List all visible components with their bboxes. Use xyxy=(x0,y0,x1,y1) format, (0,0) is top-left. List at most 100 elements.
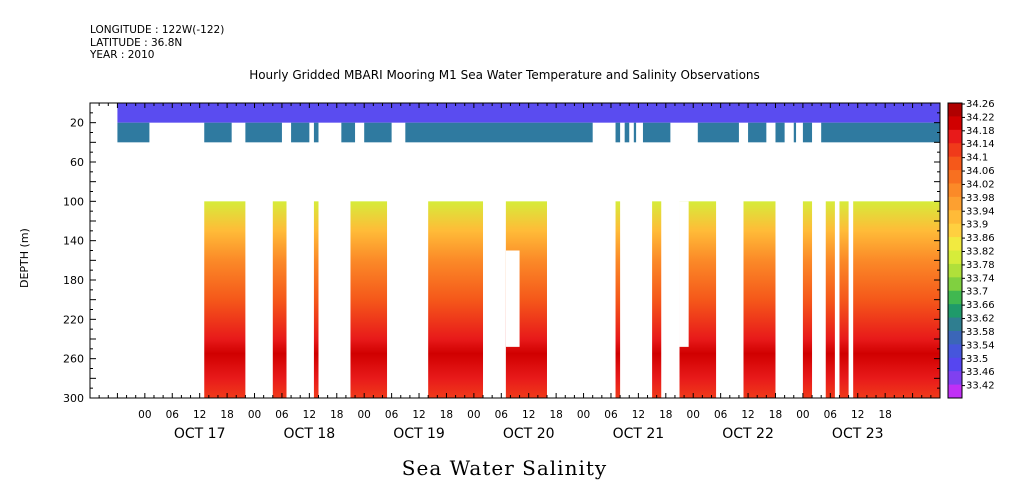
colorbar-swatch xyxy=(948,143,962,158)
mid-band-segment xyxy=(313,122,319,143)
mid-band-segment xyxy=(633,122,637,143)
deep-column-segment xyxy=(350,201,388,398)
mid-band-segment xyxy=(624,122,630,143)
colorbar-label: 34.18 xyxy=(966,126,995,137)
colorbar-label: 33.54 xyxy=(966,340,995,351)
x-hour-label: 18 xyxy=(659,409,672,421)
x-hour-label: 06 xyxy=(385,409,399,421)
colorbar-label: 33.98 xyxy=(966,193,995,204)
colorbar-label: 33.5 xyxy=(966,354,988,365)
mid-band-segment xyxy=(821,122,940,143)
x-hour-label: 00 xyxy=(467,409,480,421)
x-hour-label: 06 xyxy=(824,409,838,421)
missing-data-notch xyxy=(679,201,689,347)
x-hour-label: 12 xyxy=(412,409,425,421)
colorbar-label: 33.58 xyxy=(966,327,995,338)
colorbar-label: 33.9 xyxy=(966,220,988,231)
y-tick-label: 300 xyxy=(63,392,84,405)
colorbar-swatch xyxy=(948,290,962,305)
colorbar-swatch xyxy=(948,103,962,117)
deep-column-segment xyxy=(204,201,246,398)
colorbar-label: 33.74 xyxy=(966,273,995,284)
y-tick-label: 100 xyxy=(63,195,84,208)
deep-column-segment xyxy=(853,201,940,398)
mid-band-segment xyxy=(291,122,310,143)
colorbar-label: 34.22 xyxy=(966,112,995,123)
x-hour-label: 06 xyxy=(714,409,728,421)
x-hour-label: 06 xyxy=(604,409,618,421)
deep-column-segment xyxy=(743,201,776,398)
deep-column-segment xyxy=(652,201,662,398)
x-day-label: OCT 20 xyxy=(503,426,555,442)
colorbar-label: 34.14 xyxy=(966,139,995,150)
mid-band-segment xyxy=(341,122,356,143)
longitude-text: LONGITUDE : 122W(-122) xyxy=(90,24,225,36)
x-hour-label: 00 xyxy=(358,409,371,421)
colorbar-label: 33.7 xyxy=(966,287,988,298)
mid-band-segment xyxy=(364,122,392,143)
x-hour-label: 00 xyxy=(687,409,700,421)
x-hour-label: 18 xyxy=(769,409,782,421)
colorbar-swatch xyxy=(948,317,962,332)
y-tick-label: 260 xyxy=(63,353,84,366)
deep-column-segment xyxy=(313,201,319,398)
colorbar-frame xyxy=(947,102,963,399)
deep-column-segment xyxy=(615,201,621,398)
y-tick-label: 180 xyxy=(63,274,84,287)
deep-column-segment xyxy=(839,201,849,398)
x-hour-label: 12 xyxy=(522,409,535,421)
latitude-text: LATITUDE : 36.8N xyxy=(90,36,183,49)
mid-band-segment xyxy=(793,122,797,143)
colorbar-swatch xyxy=(948,384,962,399)
deep-column-segment xyxy=(428,201,484,398)
colorbar-label: 33.62 xyxy=(966,314,995,325)
mid-band-segment xyxy=(697,122,739,143)
x-day-label: OCT 22 xyxy=(722,426,774,442)
x-hour-label: 00 xyxy=(796,409,809,421)
colorbar-label: 34.02 xyxy=(966,179,995,190)
colorbar-label: 34.1 xyxy=(966,153,988,164)
colorbar-swatch xyxy=(948,250,962,265)
x-hour-label: 12 xyxy=(741,409,754,421)
x-hour-label: 18 xyxy=(440,409,453,421)
chart-title: Hourly Gridded MBARI Mooring M1 Sea Wate… xyxy=(249,68,760,82)
colorbar-label: 33.42 xyxy=(966,381,995,392)
colorbar-swatch xyxy=(948,223,962,238)
x-hour-label: 12 xyxy=(193,409,206,421)
colorbar-swatch xyxy=(948,304,962,319)
colorbar-swatch xyxy=(948,344,962,359)
colorbar-swatch xyxy=(948,129,962,144)
mid-band-segment xyxy=(117,122,150,143)
y-tick-label: 220 xyxy=(63,313,84,326)
colorbar-swatch xyxy=(948,357,962,372)
mid-band-segment xyxy=(615,122,621,143)
mid-band-segment xyxy=(775,122,785,143)
colorbar-swatch xyxy=(948,237,962,251)
variable-title: Sea Water Salinity xyxy=(401,456,608,480)
colorbar-label: 33.82 xyxy=(966,247,995,258)
colorbar-label: 33.66 xyxy=(966,300,995,311)
y-tick-label: 60 xyxy=(70,156,84,169)
x-hour-label: 00 xyxy=(248,409,261,421)
y-tick-label: 20 xyxy=(70,117,84,130)
x-hour-label: 18 xyxy=(220,409,233,421)
x-hour-label: 12 xyxy=(303,409,316,421)
deep-column-segment xyxy=(825,201,835,398)
deep-column-segment xyxy=(802,201,813,398)
x-day-label: OCT 19 xyxy=(393,426,445,442)
x-hour-label: 18 xyxy=(549,409,562,421)
colorbar-swatch xyxy=(948,196,962,211)
x-hour-label: 06 xyxy=(495,409,509,421)
x-hour-label: 18 xyxy=(878,409,891,421)
mid-band-segment xyxy=(802,122,813,143)
mid-band-segment xyxy=(405,122,593,143)
colorbar-label: 34.06 xyxy=(966,166,995,177)
colorbar-swatch xyxy=(948,210,962,225)
colorbar-label: 33.86 xyxy=(966,233,995,244)
colorbar-label: 34.26 xyxy=(966,99,995,110)
x-day-label: OCT 21 xyxy=(613,426,665,442)
mid-band-segment xyxy=(245,122,282,143)
y-tick-label: 140 xyxy=(63,235,84,248)
missing-data-notch xyxy=(505,250,520,347)
x-day-label: OCT 17 xyxy=(174,426,226,442)
